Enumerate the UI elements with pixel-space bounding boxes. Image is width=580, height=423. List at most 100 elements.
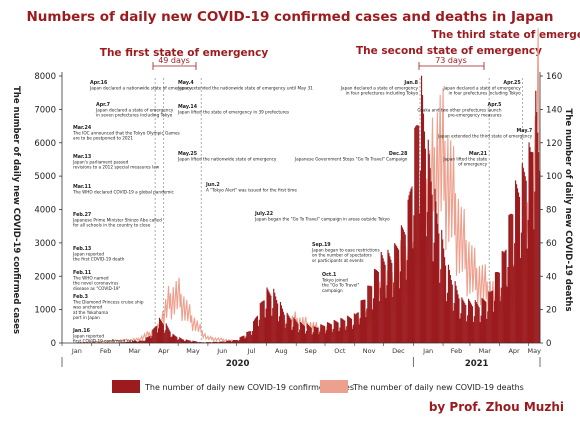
y-axis-right-title: The number of daily new COVID-19 deaths [563,108,573,311]
x-tick-label: Dec [392,347,405,355]
x-tick-label: Apr [158,347,170,355]
y-tick-label-right: 160 [546,72,562,82]
first-emergency-duration: 49 days [158,56,190,65]
annotation-text: disease as "COVID-19" [73,286,121,291]
annotation-text: on the number of spectators [312,253,372,258]
y-tick-label-right: 80 [546,206,557,216]
annotation-text: The IOC announced that the Tokyo Olympic… [72,130,180,135]
annotation-text: Osaka and two other prefectures launch [417,107,502,112]
annotation-text: Japan extended the nationwide state of e… [177,85,313,90]
x-tick-label: Jan [422,347,433,355]
annotation-text: revisions to a 2012 special measures law [73,165,160,170]
annotation-text: Tokyo joined [321,277,348,282]
annotation-text: The WHO named [72,275,109,280]
annotation-text: Japan declared a state of emergency [340,85,419,90]
deaths-line [76,28,539,343]
annotation-text: Japan declared a state of emergency [442,85,521,90]
year-label-2021: 2021 [465,359,489,369]
x-tick-label: Jun [216,347,227,355]
y-tick-label-right: 60 [546,239,557,249]
y-tick-label-left: 0 [51,339,56,349]
annotation-text: Japan extended the third state of emerge… [437,133,533,138]
y-tick-label-left: 1000 [34,306,56,316]
x-tick-label: Apr [508,347,520,355]
x-tick-label: Mar [479,347,492,355]
annotation-text: Japan reported [72,333,104,338]
annotation-text: Japan lifted the state of emergency in 3… [177,109,289,114]
annotation-text: or participants at events [312,258,364,263]
legend-label-deaths: The number of daily new COVID-19 deaths [352,383,524,392]
annotation-text: The WHO declared COVID-19 a global pande… [72,189,174,194]
annotation-text: pre-emergency measures [448,113,502,118]
annotation-text: are to be postponed to 2021 [73,136,133,141]
annotation-text: Japanese Government Stops "Go To Travel"… [294,156,408,161]
annotation: Jun.2A "Tokyo Alert" was issued for the … [205,182,297,192]
annotation-text: Japan declared a state of emergency [95,107,174,112]
author-credit: by Prof. Zhou Muzhi [429,400,564,414]
chart-title: Numbers of daily new COVID-19 confirmed … [27,9,554,25]
x-tick-label: Jul [247,347,256,355]
second-emergency-duration: 73 days [435,56,467,65]
x-tick-label: Feb [100,347,112,355]
annotation-text: the "Go To Travel" [322,283,359,288]
y-tick-label-left: 7000 [34,105,56,115]
annotation-text: of emergency [458,162,487,167]
x-tick-label: Nov [363,347,376,355]
y-tick-label-right: 20 [546,306,557,316]
y-tick-label-right: 40 [546,272,557,282]
annotation-text: campaign [322,288,343,293]
annotation-text: Japan began the "Go To Travel" campaign … [254,216,390,221]
x-tick-label: Feb [451,347,463,355]
y-tick-label-right: 0 [546,339,551,349]
y-tick-label-left: 6000 [34,139,56,149]
y-tick-label-left: 3000 [34,239,56,249]
annotation-text: the first COVID-19 death [73,257,125,262]
x-tick-label: Aug [275,347,288,355]
annotation-text: was anchored [73,305,102,310]
year-label-2020: 2020 [226,359,250,369]
annotation-text: Japan lifted the state [442,156,487,161]
annotation-text: Japanese Prime Minister Shinzo Abe calle… [72,217,162,222]
x-tick-label: May [528,347,542,355]
y-tick-label-left: 4000 [34,206,56,216]
x-tick-label: Mar [128,347,141,355]
annotation-text: in four prefectures including Tokyo [448,91,521,96]
legend-swatch-deaths [320,380,348,393]
annotation-text: the novel coronavirus [73,281,118,286]
annotation-text: at the Yokohama [73,310,108,315]
third-emergency-label: The third state of emergency [432,29,580,41]
annotation-text: Japan declared a nationwide state of eme… [89,85,192,90]
x-tick-label: May [186,347,200,355]
y-tick-label-right: 100 [546,172,562,182]
annotation-text: The Diamond Princess cruise ship [72,299,144,304]
annotation-text: in seven prefectures including Tokyo [96,113,173,118]
annotation-text: in four prefectures including Tokyo [346,91,419,96]
annotation-text: for all schools in the country to close [73,223,151,228]
annotation-text: Japan's parliament passed [72,159,129,164]
annotation-text: Japan began to ease restrictions [311,247,380,252]
y-tick-label-right: 120 [546,139,562,149]
annotation-text: Japan reported [72,251,104,256]
annotation-text: Japan lifted the nationwide state of eme… [177,156,277,161]
emergency-guide-lines [155,78,523,343]
